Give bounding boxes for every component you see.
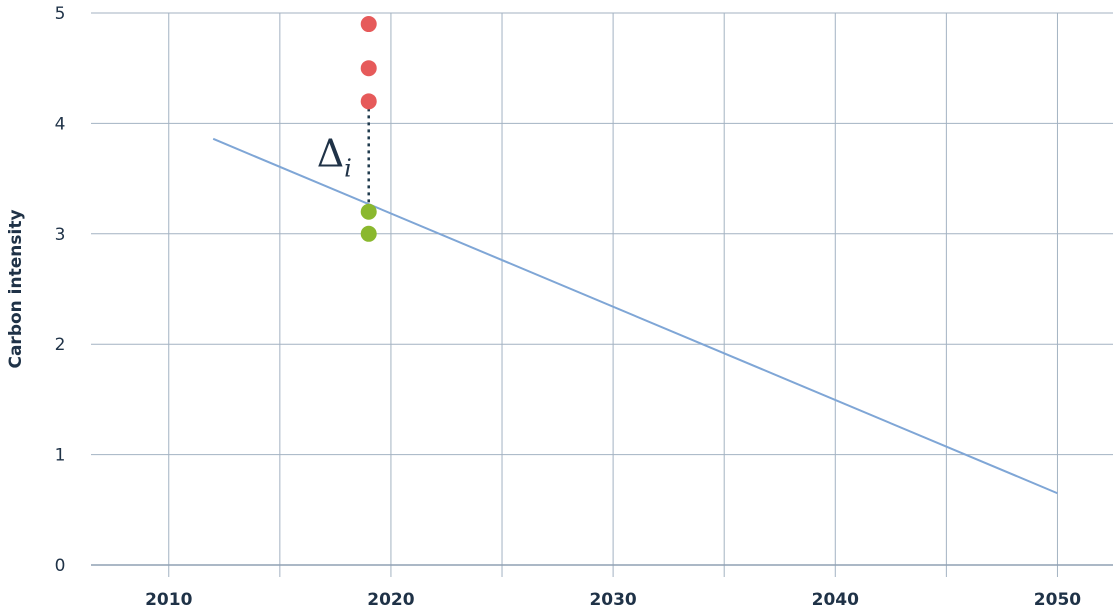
delta-subscript: i — [344, 155, 352, 183]
y-tick-label: 5 — [55, 4, 66, 24]
y-tick-label: 1 — [55, 446, 66, 466]
y-tick-label: 2 — [55, 335, 66, 355]
data-point — [360, 225, 377, 242]
y-tick-label: 4 — [55, 114, 66, 134]
points-layer — [360, 16, 377, 242]
labels-layer: 0 1 2 3 4 5 2010 2020 2030 2040 2050 Carbon intensi… — [6, 4, 1081, 610]
delta-label: Δi — [317, 132, 352, 183]
data-point — [360, 16, 377, 33]
x-tick-label: 2050 — [1034, 590, 1081, 610]
data-point — [360, 93, 377, 110]
trend-line — [212, 137, 1058, 495]
data-point — [360, 60, 377, 77]
x-tick-label: 2040 — [812, 590, 859, 610]
grid — [91, 12, 1113, 577]
y-tick-label: 3 — [55, 225, 66, 245]
y-tick-label: 0 — [55, 556, 66, 576]
trend-line-layer — [212, 137, 1058, 495]
x-tick-label: 2030 — [589, 590, 636, 610]
data-point — [360, 203, 377, 220]
x-tick-label: 2020 — [367, 590, 414, 610]
annotation-layer: Δi — [317, 101, 370, 212]
y-axis-title: Carbon intensity — [6, 209, 26, 368]
x-tick-label: 2010 — [145, 590, 192, 610]
